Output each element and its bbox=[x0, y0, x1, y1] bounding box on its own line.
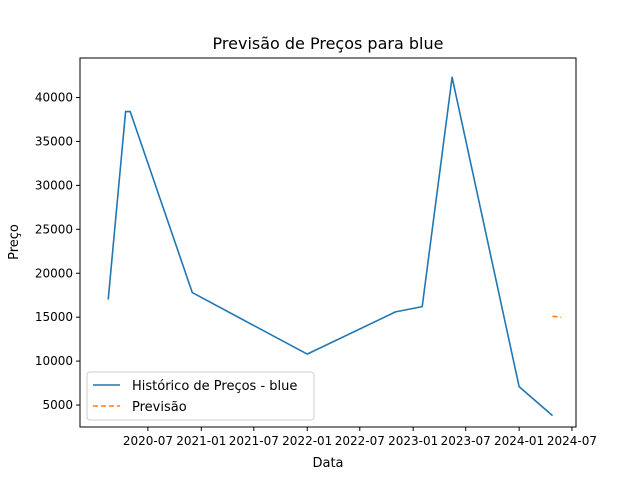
y-tick-label: 5000 bbox=[42, 398, 73, 412]
chart-title: Previsão de Preços para blue bbox=[213, 34, 444, 53]
x-axis-label: Data bbox=[312, 456, 343, 471]
y-tick-label: 35000 bbox=[35, 134, 73, 148]
x-tick-label: 2024-07 bbox=[547, 434, 597, 448]
x-tick-label: 2024-01 bbox=[494, 434, 544, 448]
x-axis: 2020-07 2021-01 2021-07 2022-01 2022-07 2023-… bbox=[123, 427, 597, 448]
y-tick-label: 30000 bbox=[35, 178, 73, 192]
legend-label: Histórico de Preços - blue bbox=[132, 379, 297, 394]
plot-area bbox=[107, 76, 562, 417]
legend-box bbox=[86, 371, 315, 421]
x-tick-label: 2022-07 bbox=[335, 434, 385, 448]
plot-frame bbox=[79, 57, 577, 428]
y-tick-label: 20000 bbox=[35, 266, 73, 280]
series-line-previsao bbox=[552, 315, 562, 318]
x-tick-label: 2020-07 bbox=[123, 434, 173, 448]
y-axis-label: Preço bbox=[7, 224, 22, 260]
legend: Histórico de Preços - blue Previsão bbox=[86, 371, 315, 421]
x-tick-label: 2021-01 bbox=[176, 434, 226, 448]
x-tick-label: 2021-07 bbox=[229, 434, 279, 448]
y-tick-label: 15000 bbox=[35, 310, 73, 324]
series-line-historico bbox=[107, 76, 554, 417]
y-tick-label: 25000 bbox=[35, 222, 73, 236]
y-tick-label: 10000 bbox=[35, 354, 73, 368]
y-axis: 5000 10000 15000 20000 25000 30000 35000 40000 bbox=[35, 91, 80, 412]
x-tick-label: 2022-01 bbox=[282, 434, 332, 448]
legend-label: Previsão bbox=[132, 400, 187, 415]
x-tick-label: 2023-01 bbox=[388, 434, 438, 448]
y-tick-label: 40000 bbox=[35, 91, 73, 105]
x-tick-label: 2023-07 bbox=[441, 434, 491, 448]
